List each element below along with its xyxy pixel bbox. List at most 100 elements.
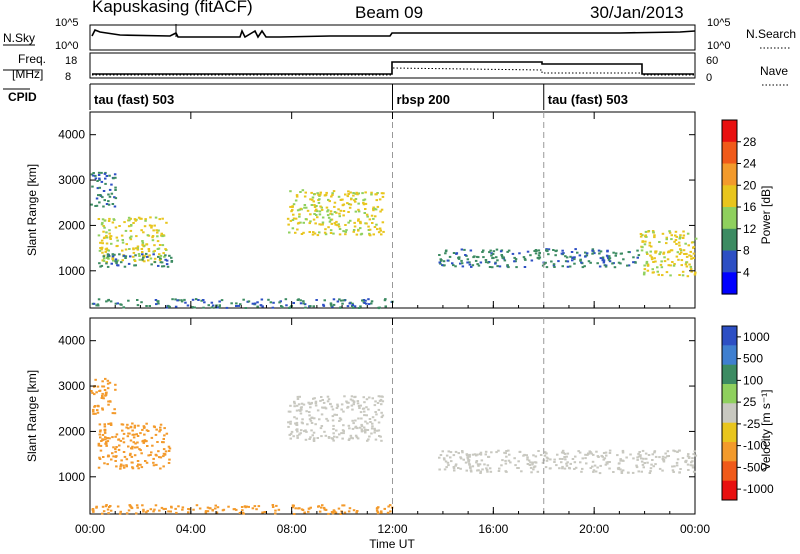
echo-cell (340, 403, 344, 406)
echo-cell (486, 464, 490, 467)
echo-cell (660, 266, 664, 269)
echo-cell (104, 438, 107, 441)
echo-cell (309, 406, 312, 409)
echo-cell (506, 264, 509, 267)
echo-cell (156, 240, 160, 243)
echo-cell (253, 302, 257, 305)
echo-cell (98, 186, 101, 189)
echo-cell (114, 435, 117, 438)
echo-cell (349, 191, 352, 194)
echo-cell (491, 266, 494, 269)
echo-cell (490, 451, 493, 454)
echo-cell (370, 193, 373, 196)
echo-cell (332, 190, 336, 193)
echo-cell (516, 467, 519, 469)
echo-cell (481, 251, 484, 253)
echo-cell (296, 299, 300, 301)
echo-cell (669, 264, 672, 267)
echo-cell (94, 174, 97, 177)
echo-cell (452, 252, 456, 254)
colorbar-segment (722, 384, 737, 404)
echo-cell (108, 232, 111, 235)
echo-cell (565, 462, 568, 465)
echo-cell (643, 264, 646, 267)
echo-cell (342, 210, 346, 212)
echo-cell (326, 395, 330, 398)
echo-cell (341, 429, 345, 432)
echo-cell (589, 467, 592, 469)
echo-cell (372, 206, 375, 209)
echo-cell (676, 450, 679, 453)
echo-cell (90, 390, 93, 392)
echo-cell (332, 424, 335, 427)
echo-cell (142, 426, 146, 429)
echo-cell (101, 505, 105, 508)
echo-cell (532, 468, 535, 471)
echo-cell (566, 260, 570, 263)
echo-cell (141, 240, 144, 242)
echo-cell (332, 510, 335, 513)
echo-cell (302, 221, 305, 224)
echo-cell (495, 248, 499, 251)
echo-cell (653, 450, 657, 453)
echo-cell (167, 462, 171, 464)
echo-cell (100, 248, 103, 251)
echo-cell (143, 433, 146, 436)
echo-cell (313, 204, 316, 206)
echo-cell (573, 461, 577, 464)
echo-cell (373, 429, 377, 432)
echo-cell (452, 466, 456, 468)
echo-cell (605, 454, 608, 457)
echo-cell (509, 461, 512, 464)
echo-cell (101, 196, 104, 199)
echo-cell (105, 236, 109, 239)
echo-cell (131, 433, 134, 436)
echo-cell (372, 233, 375, 236)
echo-cell (376, 511, 380, 514)
echo-cell (155, 463, 158, 466)
echo-cell (362, 299, 366, 301)
echo-cell (133, 446, 137, 449)
echo-cell (608, 255, 611, 258)
echo-cell (112, 177, 115, 180)
echo-cell (384, 305, 387, 308)
echo-cell (98, 249, 102, 252)
echo-cell (360, 417, 363, 420)
echo-cell (164, 248, 167, 251)
echo-cell (592, 470, 595, 473)
echo-cell (103, 423, 106, 426)
echo-cell (479, 472, 482, 474)
echo-cell (140, 217, 143, 220)
echo-cell (342, 410, 345, 413)
echo-cell (136, 304, 140, 307)
echo-cell (316, 437, 319, 439)
echo-cell (371, 416, 375, 419)
echo-cell (110, 242, 113, 245)
echo-cell (563, 452, 567, 455)
echo-cell (108, 195, 112, 198)
echo-cell (384, 298, 387, 301)
echo-cell (602, 261, 606, 264)
echo-cell (636, 456, 639, 459)
echo-cell (507, 459, 511, 462)
echo-cell (678, 236, 682, 239)
echo-cell (301, 422, 304, 425)
echo-cell (371, 397, 374, 400)
echo-cell (153, 257, 157, 260)
echo-cell (198, 507, 202, 510)
echo-cell (513, 256, 516, 259)
echo-cell (320, 413, 324, 416)
echo-cell (601, 258, 605, 261)
echo-cell (344, 224, 347, 226)
echo-cell (446, 259, 450, 262)
echo-cell (296, 228, 299, 231)
echo-cell (351, 302, 354, 305)
echo-cell (381, 195, 385, 198)
echo-cell (678, 449, 681, 452)
echo-cell (225, 306, 229, 309)
echo-cell (621, 451, 625, 454)
echo-cell (304, 429, 307, 432)
echo-cell (289, 432, 293, 435)
echo-cell (129, 224, 133, 227)
echo-cell (101, 392, 104, 395)
